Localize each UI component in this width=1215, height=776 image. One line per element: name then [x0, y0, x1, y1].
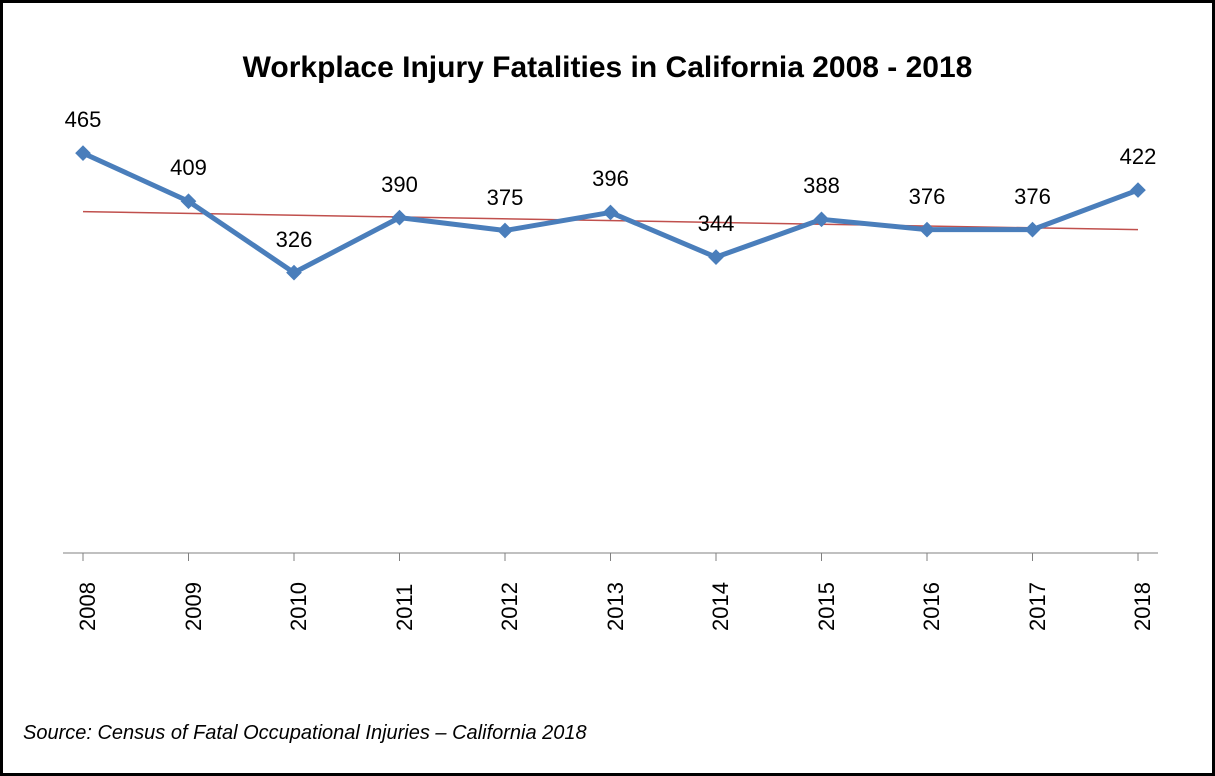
x-tick-label: 2013 [603, 582, 629, 631]
plot-area: 4654093263903753963443883763764222008200… [63, 123, 1158, 693]
x-tick-label: 2016 [919, 582, 945, 631]
x-tick-label: 2011 [392, 584, 418, 631]
data-label: 326 [264, 227, 324, 253]
data-label: 375 [475, 185, 535, 211]
data-label: 376 [1003, 184, 1063, 210]
chart-title: Workplace Injury Fatalities in Californi… [3, 51, 1212, 85]
source-caption: Source: Census of Fatal Occupational Inj… [23, 722, 587, 745]
x-tick-label: 2012 [497, 582, 523, 631]
data-label: 465 [53, 107, 113, 133]
x-tick-label: 2010 [286, 582, 312, 631]
x-tick-label: 2014 [708, 582, 734, 631]
x-tick-label: 2015 [814, 582, 840, 631]
x-tick-label: 2008 [75, 582, 101, 631]
x-tick-label: 2018 [1130, 582, 1156, 631]
data-label: 344 [686, 211, 746, 237]
data-label: 422 [1108, 144, 1168, 170]
data-label: 388 [792, 173, 852, 199]
data-label: 409 [159, 155, 219, 181]
data-label: 390 [370, 172, 430, 198]
data-label: 376 [897, 184, 957, 210]
chart-frame: Workplace Injury Fatalities in Californi… [0, 0, 1215, 776]
x-tick-label: 2017 [1025, 582, 1051, 631]
data-label: 396 [581, 166, 641, 192]
x-tick-label: 2009 [181, 582, 207, 631]
